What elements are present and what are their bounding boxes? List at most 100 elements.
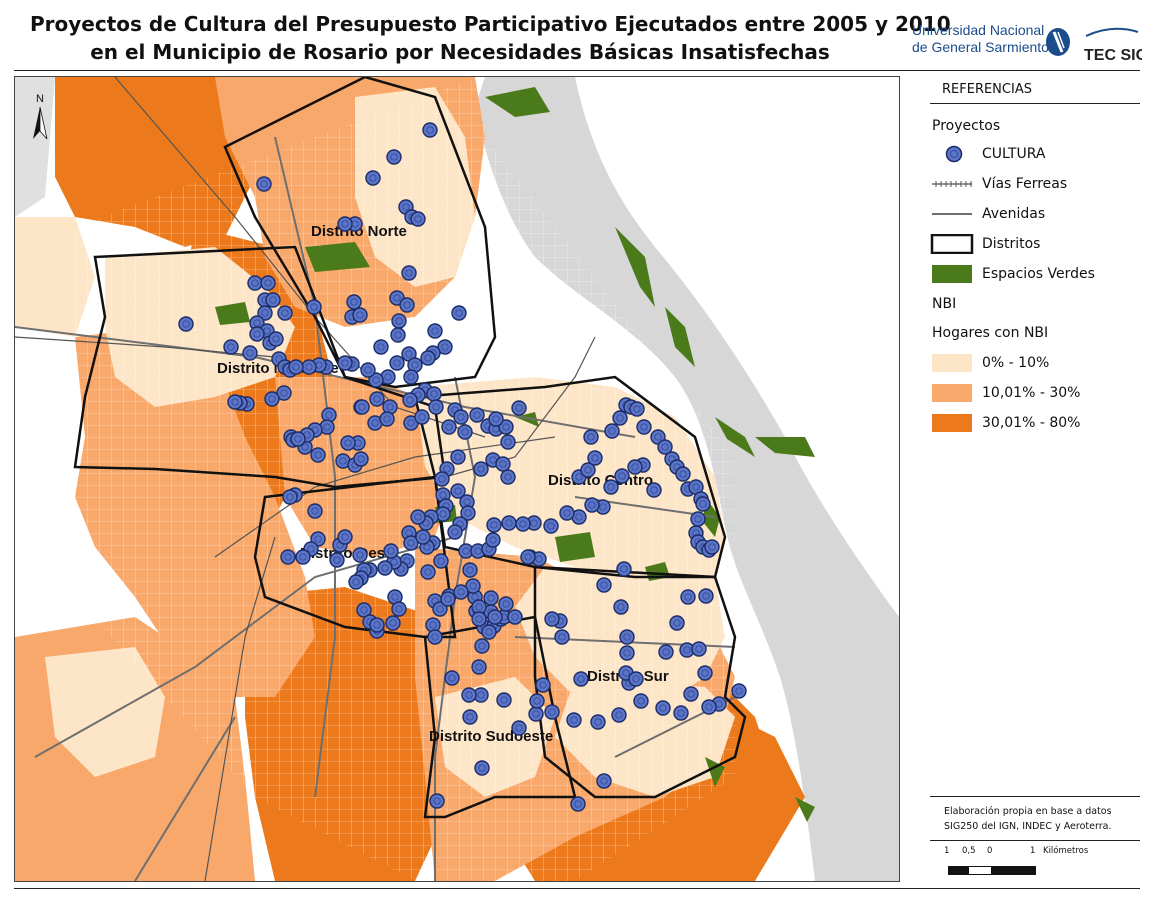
- cultura-project-point[interactable]: [429, 793, 445, 809]
- cultura-project-point[interactable]: [465, 578, 481, 594]
- cultura-project-point[interactable]: [680, 589, 696, 605]
- cultura-project-point[interactable]: [535, 677, 551, 693]
- cultura-project-point[interactable]: [559, 505, 575, 521]
- cultura-project-point[interactable]: [249, 326, 265, 342]
- cultura-project-point[interactable]: [386, 149, 402, 165]
- cultura-project-point[interactable]: [346, 294, 362, 310]
- cultura-project-point[interactable]: [403, 369, 419, 385]
- cultura-project-point[interactable]: [354, 399, 370, 415]
- cultura-project-point[interactable]: [636, 419, 652, 435]
- cultura-project-point[interactable]: [390, 327, 406, 343]
- cultura-project-point[interactable]: [437, 339, 453, 355]
- cultura-project-point[interactable]: [462, 562, 478, 578]
- cultura-project-point[interactable]: [511, 720, 527, 736]
- cultura-project-point[interactable]: [658, 644, 674, 660]
- cultura-project-point[interactable]: [337, 529, 353, 545]
- cultura-project-point[interactable]: [554, 629, 570, 645]
- cultura-project-point[interactable]: [379, 411, 395, 427]
- cultura-project-point[interactable]: [457, 424, 473, 440]
- cultura-project-point[interactable]: [410, 211, 426, 227]
- cultura-project-point[interactable]: [428, 399, 444, 415]
- cultura-project-point[interactable]: [441, 419, 457, 435]
- cultura-project-point[interactable]: [401, 265, 417, 281]
- cultura-project-point[interactable]: [414, 409, 430, 425]
- cultura-project-point[interactable]: [460, 505, 476, 521]
- cultura-project-point[interactable]: [495, 456, 511, 472]
- cultura-project-point[interactable]: [268, 331, 284, 347]
- cultura-project-point[interactable]: [616, 561, 632, 577]
- cultura-project-point[interactable]: [389, 355, 405, 371]
- cultura-project-point[interactable]: [288, 359, 304, 375]
- cultura-project-point[interactable]: [611, 707, 627, 723]
- cultura-project-point[interactable]: [282, 489, 298, 505]
- cultura-project-point[interactable]: [496, 692, 512, 708]
- cultura-project-point[interactable]: [675, 466, 691, 482]
- cultura-project-point[interactable]: [507, 609, 523, 625]
- map-frame[interactable]: N Distrito Norte Distrito Noroeste Distr…: [14, 76, 900, 882]
- cultura-project-point[interactable]: [277, 305, 293, 321]
- cultura-project-point[interactable]: [583, 429, 599, 445]
- cultura-project-point[interactable]: [337, 355, 353, 371]
- cultura-project-point[interactable]: [426, 386, 442, 402]
- cultura-project-point[interactable]: [474, 760, 490, 776]
- cultura-project-point[interactable]: [329, 552, 345, 568]
- cultura-project-point[interactable]: [352, 307, 368, 323]
- cultura-project-point[interactable]: [310, 447, 326, 463]
- cultura-project-point[interactable]: [498, 419, 514, 435]
- cultura-project-point[interactable]: [369, 391, 385, 407]
- cultura-project-point[interactable]: [422, 122, 438, 138]
- cultura-project-point[interactable]: [264, 391, 280, 407]
- cultura-project-point[interactable]: [348, 574, 364, 590]
- cultura-project-point[interactable]: [619, 629, 635, 645]
- cultura-project-point[interactable]: [673, 705, 689, 721]
- cultura-project-point[interactable]: [420, 564, 436, 580]
- cultura-project-point[interactable]: [295, 549, 311, 565]
- cultura-project-point[interactable]: [307, 503, 323, 519]
- cultura-project-point[interactable]: [306, 299, 322, 315]
- cultura-project-point[interactable]: [447, 524, 463, 540]
- cultura-project-point[interactable]: [403, 535, 419, 551]
- cultura-project-point[interactable]: [280, 549, 296, 565]
- cultura-project-point[interactable]: [415, 529, 431, 545]
- cultura-project-point[interactable]: [365, 170, 381, 186]
- cultura-project-point[interactable]: [669, 615, 685, 631]
- cultura-project-point[interactable]: [399, 297, 415, 313]
- cultura-project-point[interactable]: [698, 588, 714, 604]
- cultura-project-point[interactable]: [695, 496, 711, 512]
- cultura-project-point[interactable]: [501, 515, 517, 531]
- cultura-project-point[interactable]: [633, 693, 649, 709]
- cultura-project-point[interactable]: [391, 313, 407, 329]
- cultura-project-point[interactable]: [223, 339, 239, 355]
- cultura-project-point[interactable]: [276, 385, 292, 401]
- cultura-project-point[interactable]: [486, 517, 502, 533]
- cultura-project-point[interactable]: [483, 590, 499, 606]
- cultura-project-point[interactable]: [353, 451, 369, 467]
- cultura-project-point[interactable]: [301, 359, 317, 375]
- cultura-project-point[interactable]: [683, 686, 699, 702]
- cultura-project-point[interactable]: [433, 553, 449, 569]
- cultura-project-point[interactable]: [440, 591, 456, 607]
- cultura-project-point[interactable]: [453, 409, 469, 425]
- cultura-project-point[interactable]: [377, 560, 393, 576]
- cultura-project-point[interactable]: [587, 450, 603, 466]
- cultura-project-point[interactable]: [427, 629, 443, 645]
- cultura-project-point[interactable]: [450, 483, 466, 499]
- cultura-project-point[interactable]: [701, 699, 717, 715]
- cultura-project-point[interactable]: [590, 714, 606, 730]
- cultura-project-point[interactable]: [178, 316, 194, 332]
- cultura-project-point[interactable]: [500, 434, 516, 450]
- cultura-project-point[interactable]: [515, 516, 531, 532]
- cultura-project-point[interactable]: [481, 624, 497, 640]
- cultura-project-point[interactable]: [420, 350, 436, 366]
- cultura-project-point[interactable]: [453, 584, 469, 600]
- cultura-project-point[interactable]: [655, 700, 671, 716]
- cultura-project-point[interactable]: [369, 617, 385, 633]
- cultura-project-point[interactable]: [242, 345, 258, 361]
- cultura-project-point[interactable]: [356, 602, 372, 618]
- cultura-project-point[interactable]: [584, 497, 600, 513]
- cultura-project-point[interactable]: [385, 615, 401, 631]
- cultura-project-point[interactable]: [596, 577, 612, 593]
- cultura-project-point[interactable]: [256, 176, 272, 192]
- cultura-project-point[interactable]: [500, 469, 516, 485]
- cultura-project-point[interactable]: [427, 323, 443, 339]
